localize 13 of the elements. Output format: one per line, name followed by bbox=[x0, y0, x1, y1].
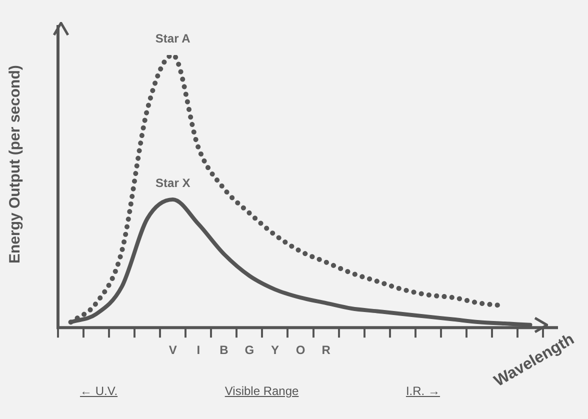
x-tick-label: G bbox=[244, 343, 254, 358]
x-tick-label: I bbox=[196, 343, 200, 358]
series-label: Star X bbox=[156, 176, 190, 190]
series-label: Star A bbox=[155, 31, 191, 46]
x-tick-label: R bbox=[322, 343, 331, 358]
x-tick-label: V bbox=[168, 343, 177, 358]
y-axis-title: Energy Output (per second) bbox=[6, 65, 24, 264]
text: ← U.V. bbox=[80, 384, 118, 398]
x-tick-label: Y bbox=[270, 343, 279, 358]
x-tick-label: B bbox=[220, 343, 229, 358]
text: I.R. → bbox=[406, 384, 440, 398]
text: Visible Range bbox=[224, 384, 299, 398]
x-tick-label: O bbox=[296, 343, 306, 358]
